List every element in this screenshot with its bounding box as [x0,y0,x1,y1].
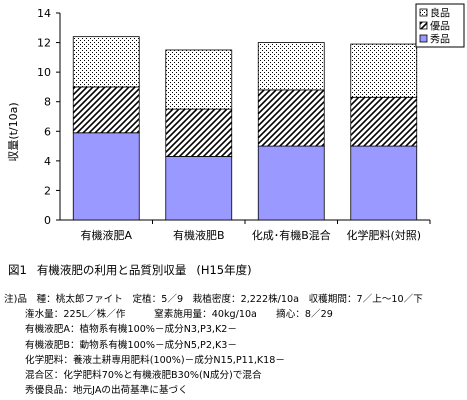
note-line-mixed: 混合区：化学肥料70%と有機液肥B30%(N成分)で混合 [25,370,262,382]
legend-label: 良品 [430,7,450,20]
y-tick-label: 14 [37,7,51,20]
bar-segment-2-1 [165,49,233,110]
bar-chart: 収量(t/10a) 0 2 4 6 8 10 12 14 有機液肥A 有機液肥B 化成･有機B混合… [7,3,465,242]
legend-swatch [419,8,428,17]
bar-segment-2-3 [350,43,418,98]
bar-segment-0-2 [257,145,325,221]
y-axis: 0 2 4 6 8 10 12 14 [37,7,61,227]
legend-swatch [419,21,428,30]
x-tick-label: 有機液肥A [80,228,132,242]
x-axis: 有機液肥A 有機液肥B 化成･有機B混合 化学肥料(対照) [60,219,431,242]
bar-segment-2-2 [257,42,325,91]
x-tick-label: 化成･有機B混合 [252,228,331,242]
x-tick-label: 有機液肥B [173,228,225,242]
bar-segment-0-0 [72,132,140,221]
bar-segment-0-3 [350,145,418,221]
figure-title: 有機液肥の利用と品質別収量 [36,263,187,277]
bar-segment-1-0 [72,86,140,134]
y-tick-label: 6 [44,125,51,138]
y-axis-title: 収量(t/10a) [7,102,20,161]
note-line-irrigation: 潅水量：225L／株／作 窒素施用量：40kg/10a 摘心：8／29 [25,309,333,321]
bar-stacks [72,36,418,221]
note-line-variety: 注)品 種：桃太郎ファイト 定植：5／9 栽植密度：2,222株/10a 収穫期… [4,294,423,305]
figure-number: 図1 [8,263,27,277]
note-line-fertilizer-a: 有機液肥A：植物系有機100%－成分N3,P3,K2－ [25,324,237,336]
y-tick-label: 2 [44,184,51,197]
bar-segment-2-0 [72,36,140,88]
bar-segment-0-1 [165,156,233,221]
svg-text:収量(t/10a): 収量(t/10a) [7,102,20,161]
notes-block: 注)品 種：桃太郎ファイト 定植：5／9 栽植密度：2,222株/10a 収穫期… [4,292,423,398]
y-tick-label: 4 [44,155,51,168]
note-line-chemical: 化学肥料：養液土耕専用肥料(100%)－成分N15,P11,K18－ [25,354,285,366]
figure-period: (H15年度) [196,263,252,277]
legend-swatch [419,34,428,43]
bar-segment-1-2 [257,89,325,147]
y-tick-label: 12 [37,37,51,50]
bar-segment-1-1 [165,108,233,157]
x-tick-label: 化学肥料(対照) [346,228,421,242]
y-tick-label: 0 [44,214,51,227]
figure-caption: 図1 有機液肥の利用と品質別収量 (H15年度) [8,262,252,278]
bar-segment-1-3 [350,96,418,147]
y-tick-label: 10 [37,66,51,79]
note-line-grade: 秀優良品：地元JAの出荷基準に基づく [25,385,188,397]
y-tick-label: 8 [44,96,51,109]
legend-label: 優品 [430,20,450,33]
note-line-fertilizer-b: 有機液肥B：動物系有機100%－成分N5,P2,K3－ [25,339,237,351]
legend-label: 秀品 [430,34,450,46]
